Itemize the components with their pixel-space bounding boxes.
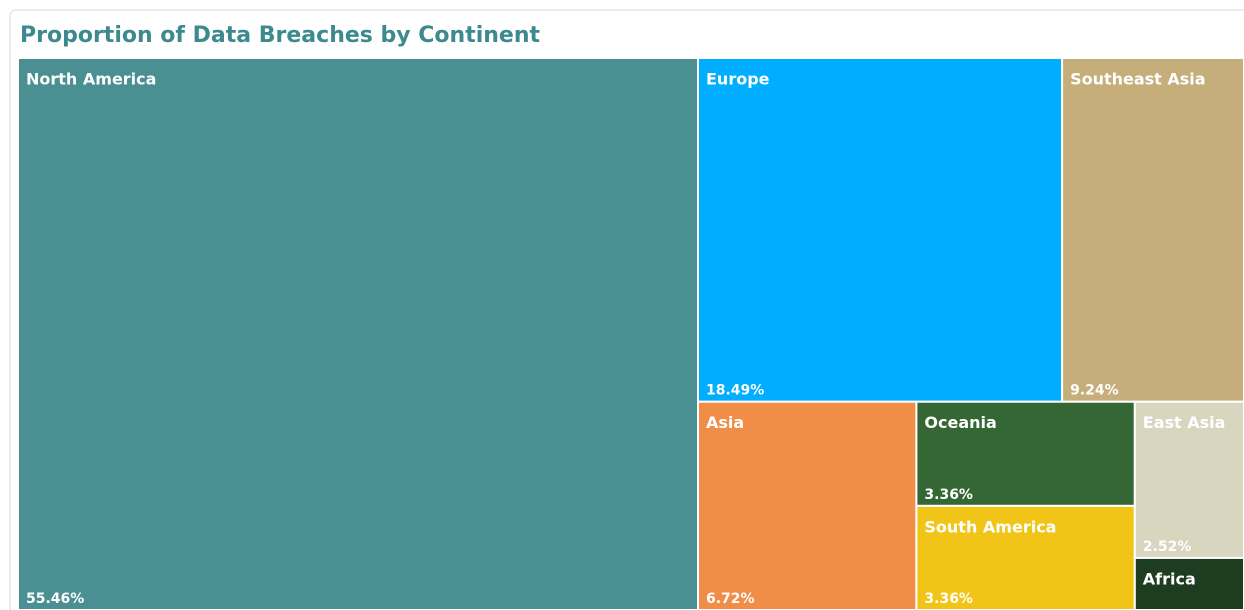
tile-label: Africa	[1143, 569, 1196, 588]
tile	[915, 504, 1136, 610]
tile-value: 55.46%	[26, 591, 84, 607]
tile-value: 6.72%	[706, 591, 755, 607]
tile-label: Southeast Asia	[1070, 70, 1206, 89]
tile-value: 18.49%	[706, 383, 764, 399]
tile-value: 2.52%	[1143, 539, 1192, 555]
tile-label: East Asia	[1143, 413, 1226, 432]
tile	[915, 400, 1136, 507]
chart-title: Proportion of Data Breaches by Continent	[20, 23, 541, 48]
tile	[697, 57, 1064, 403]
tile-value: 9.24%	[1070, 383, 1119, 399]
tile	[697, 400, 918, 610]
tile-label: Europe	[706, 70, 770, 89]
tile	[1061, 57, 1244, 403]
tile	[17, 57, 700, 610]
tile-value: 3.36%	[924, 591, 973, 607]
tile-label: South America	[924, 517, 1056, 536]
tile-label: North America	[26, 70, 156, 89]
tile-label: Asia	[706, 413, 744, 432]
tile-label: Oceania	[924, 413, 996, 432]
tile-value: 3.36%	[924, 487, 973, 503]
tile	[1133, 556, 1244, 610]
frame	[9, 9, 1244, 610]
